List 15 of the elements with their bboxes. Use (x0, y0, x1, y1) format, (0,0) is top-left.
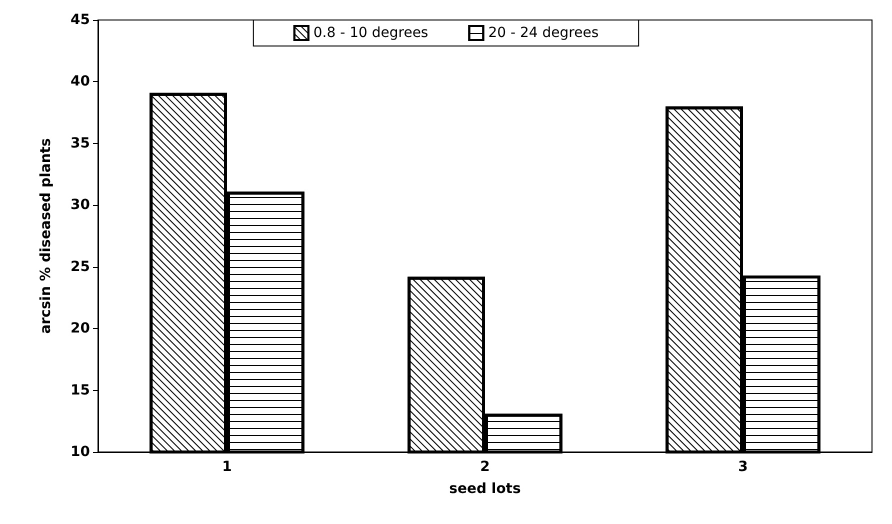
y-tick-label: 20 (70, 320, 90, 337)
y-tick-label: 25 (70, 258, 90, 275)
y-tick-label: 10 (70, 444, 90, 460)
y-tick-label: 45 (70, 12, 90, 28)
x-axis-title: seed lots (449, 481, 521, 497)
x-tick-label: 1 (222, 459, 232, 475)
y-tick-label: 40 (70, 74, 90, 90)
y-tick-label: 35 (70, 135, 90, 152)
legend-label: 0.8 - 10 degrees (313, 25, 428, 41)
x-tick-label: 3 (738, 459, 748, 475)
x-tick-label: 2 (480, 459, 490, 475)
y-tick-label: 15 (70, 382, 90, 398)
y-tick-label: 30 (70, 197, 90, 214)
y-axis-title: arcsin % diseased plants (38, 138, 54, 334)
legend-label: 20 - 24 degrees (488, 25, 599, 41)
